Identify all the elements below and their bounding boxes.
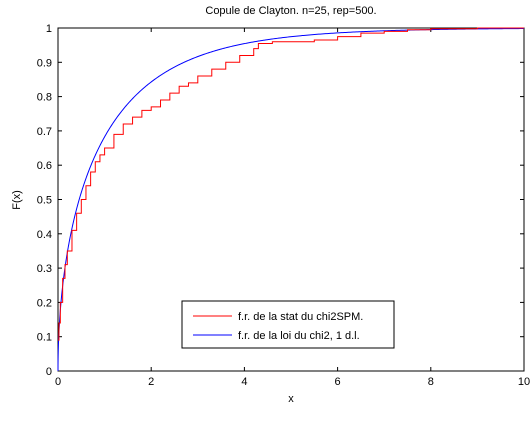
plot-area: 0 0.1 0.2 0.3 0.4 0.5 0.6 0.7 0.8 0.9 1 0 2 4 6 8 10 bbox=[37, 23, 530, 388]
y-tick-label: 0.8 bbox=[37, 92, 52, 104]
legend-box bbox=[181, 300, 395, 349]
y-tick-label: 0.7 bbox=[37, 126, 52, 138]
y-tick-label: 0.6 bbox=[37, 160, 52, 172]
series-layer bbox=[57, 27, 525, 371]
y-axis: 0 0.1 0.2 0.3 0.4 0.5 0.6 0.7 0.8 0.9 1 bbox=[37, 23, 524, 378]
y-tick-label: 0.1 bbox=[37, 332, 52, 344]
legend-label-0: f.r. de la stat du chi2SPM. bbox=[238, 311, 363, 323]
x-tick-label: 0 bbox=[55, 376, 61, 388]
y-tick-label: 0.4 bbox=[37, 229, 52, 241]
x-tick-label: 6 bbox=[335, 376, 341, 388]
x-tick-label: 4 bbox=[241, 376, 247, 388]
y-axis-label: F(x) bbox=[11, 190, 23, 210]
x-tick-label: 10 bbox=[518, 376, 530, 388]
y-tick-label: 0.9 bbox=[37, 57, 52, 69]
y-tick-label: 0.2 bbox=[37, 297, 52, 309]
legend: f.r. de la stat du chi2SPM. f.r. de la l… bbox=[181, 300, 395, 349]
y-tick-label: 0 bbox=[46, 366, 52, 378]
chart-title: Copule de Clayton. n=25, rep=500. bbox=[205, 5, 376, 17]
y-tick-label: 1 bbox=[46, 23, 52, 35]
x-axis-label: x bbox=[288, 393, 294, 405]
y-tick-label: 0.3 bbox=[37, 263, 52, 275]
y-tick-label: 0.5 bbox=[37, 195, 52, 207]
legend-label-1: f.r. de la loi du chi2, 1 d.l. bbox=[238, 330, 360, 342]
x-tick-label: 8 bbox=[428, 376, 434, 388]
series-line-chi2 bbox=[57, 28, 525, 371]
series-line-empirical bbox=[58, 27, 524, 341]
x-axis: 0 2 4 6 8 10 bbox=[55, 28, 530, 388]
x-tick-label: 2 bbox=[148, 376, 154, 388]
